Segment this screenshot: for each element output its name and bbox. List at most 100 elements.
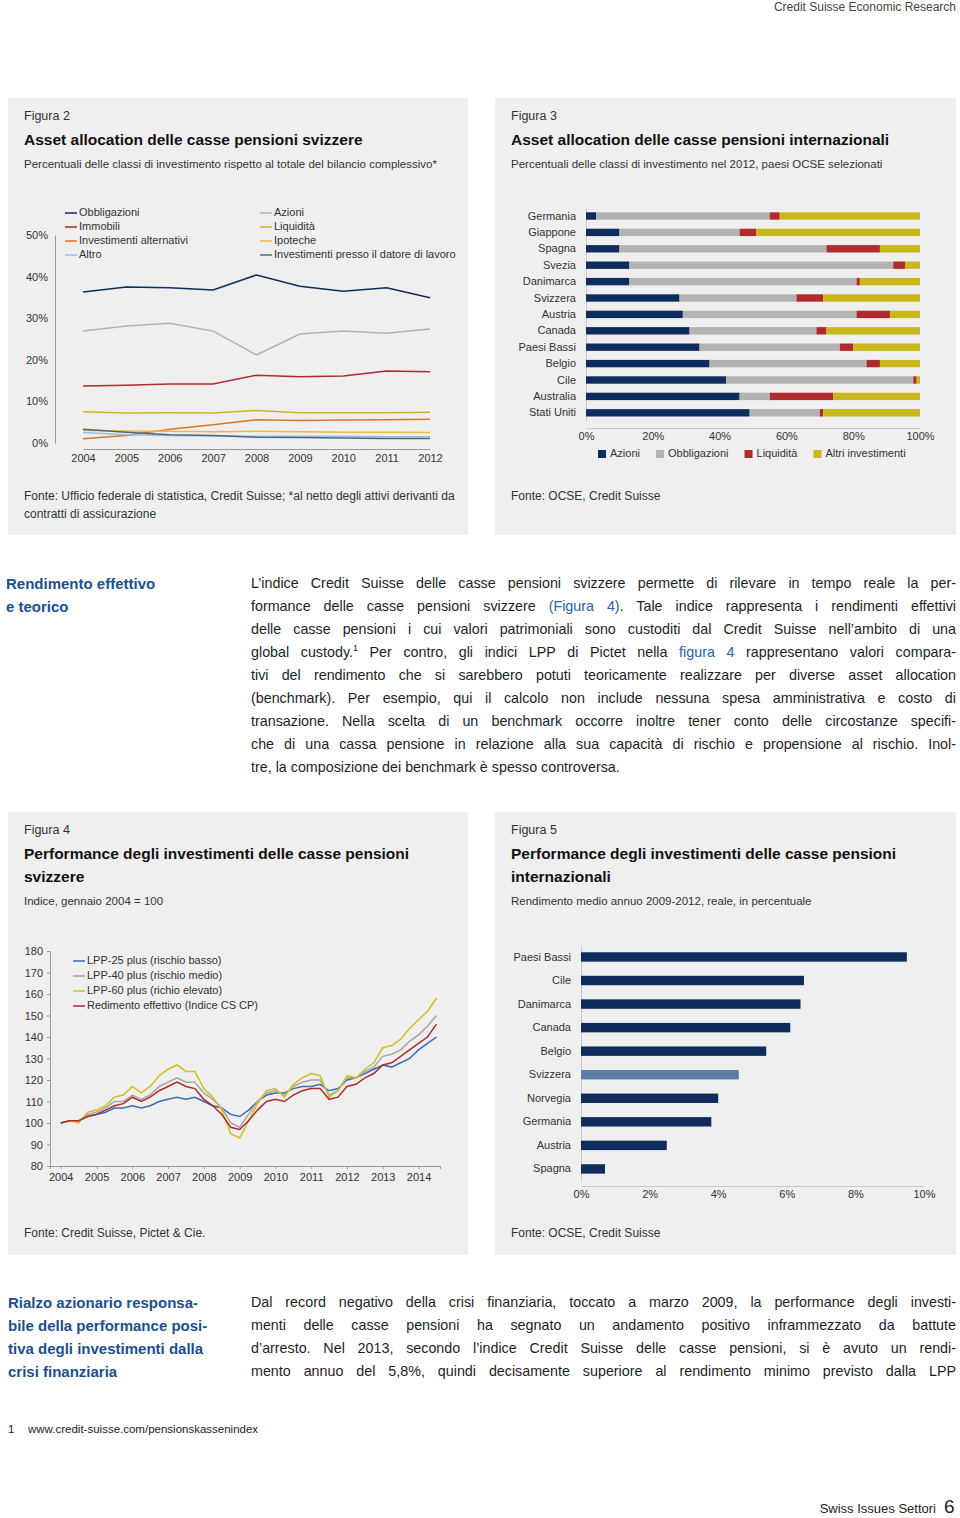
tick: Canada bbox=[537, 324, 586, 336]
tick: 2011 bbox=[375, 449, 399, 464]
tick-label: 2006 bbox=[158, 452, 182, 464]
figure-label: Figura 3 bbox=[511, 109, 557, 123]
figure-title: Asset allocation delle casse pensioni sv… bbox=[24, 131, 363, 148]
bar-segment bbox=[770, 393, 833, 400]
tick-label: 2004 bbox=[71, 452, 95, 464]
tick: 40% bbox=[709, 428, 731, 442]
tick: 50% bbox=[26, 229, 55, 241]
legend-swatch bbox=[260, 226, 272, 228]
tick: 80 bbox=[31, 1160, 50, 1172]
tick-label: Svizzera bbox=[529, 1068, 572, 1080]
series-line bbox=[83, 323, 430, 355]
bar-segment bbox=[683, 311, 857, 318]
legend: ObbligazioniImmobiliInvestimenti alterna… bbox=[65, 206, 456, 260]
bar-segment bbox=[586, 294, 680, 301]
legend-entry: Investimenti presso il datore di lavoro bbox=[274, 248, 456, 260]
footnote-marker: 1 bbox=[353, 643, 358, 653]
tick-label: Australia bbox=[533, 390, 577, 402]
bar-segment bbox=[680, 294, 797, 301]
legend-entry: Altro bbox=[79, 248, 102, 260]
tick: 100% bbox=[906, 428, 934, 442]
tick: 2012 bbox=[335, 1166, 359, 1183]
bar-segment bbox=[619, 229, 739, 236]
tick-label: 90 bbox=[31, 1139, 43, 1151]
tick-label: Spagna bbox=[533, 1162, 572, 1174]
tick-label: 80 bbox=[31, 1160, 43, 1172]
paragraph-line: transazione. Nella scelta di un benchmar… bbox=[251, 710, 956, 733]
tick-label: Norvegia bbox=[527, 1092, 572, 1104]
tick-mark bbox=[240, 1166, 241, 1169]
section-heading: bile della performance posi- bbox=[8, 1314, 207, 1337]
bar bbox=[581, 1046, 766, 1055]
tick: 130 bbox=[25, 1053, 50, 1065]
tick-label: Cile bbox=[557, 374, 576, 386]
tick-mark bbox=[47, 951, 50, 952]
paragraph-line: d’arresto. Nel 2013, secondo l’indice Cr… bbox=[251, 1337, 956, 1360]
tick-mark bbox=[132, 1166, 133, 1169]
series-line bbox=[83, 419, 430, 439]
tick: 2013 bbox=[371, 1166, 395, 1183]
legend-entry: Investimenti alternativi bbox=[79, 234, 188, 246]
bar-segment bbox=[857, 311, 890, 318]
bar-segment bbox=[629, 278, 856, 285]
tick: 20% bbox=[642, 428, 664, 442]
bar bbox=[581, 1141, 667, 1150]
tick: Spagna bbox=[533, 1162, 581, 1174]
figure-subtitle: Indice, gennaio 2004 = 100 bbox=[24, 895, 163, 907]
legend-swatch bbox=[260, 240, 272, 242]
paragraph-text: transazione. Nella scelta di un benchmar… bbox=[251, 713, 956, 729]
bar-segment bbox=[890, 311, 920, 318]
tick: 60% bbox=[776, 428, 798, 442]
bar-segment bbox=[860, 278, 920, 285]
figure-source: Fonte: OCSE, Credit Suisse bbox=[511, 489, 661, 503]
paragraph-text: formance delle casse pensioni svizzere bbox=[251, 598, 549, 614]
axis-line bbox=[51, 1167, 441, 1170]
figure-label: Figura 5 bbox=[511, 823, 557, 837]
tick: Norvegia bbox=[527, 1092, 581, 1104]
tick: Danimarca bbox=[523, 275, 586, 287]
tick-mark bbox=[383, 1166, 384, 1169]
legend-entry: Liquidità bbox=[274, 220, 316, 232]
tick: 40% bbox=[26, 271, 55, 283]
tick: 2012 bbox=[418, 449, 442, 464]
bar bbox=[581, 1023, 790, 1032]
y-axis: 8090100110120130140150160170180 bbox=[25, 945, 51, 1172]
tick-label: 150 bbox=[25, 1010, 43, 1022]
tick-label: 2007 bbox=[156, 1171, 180, 1183]
legend-entry: Obbligazioni bbox=[668, 447, 729, 459]
tick-mark bbox=[47, 1102, 50, 1103]
tick: 2010 bbox=[332, 449, 356, 464]
series-line bbox=[61, 1037, 437, 1123]
bar-segment bbox=[690, 327, 817, 334]
tick-mark bbox=[61, 1166, 62, 1169]
tick-label: 40% bbox=[709, 430, 731, 442]
legend-swatch bbox=[598, 450, 606, 458]
tick-label: Austria bbox=[542, 308, 577, 320]
paragraph-line: tre, la composizione dei benchmark è spe… bbox=[251, 756, 956, 779]
figure-title: Performance degli investimenti delle cas… bbox=[511, 845, 896, 862]
tick: 90 bbox=[31, 1139, 50, 1151]
y-axis: Paesi BassiCileDanimarcaCanadaBelgioSviz… bbox=[514, 946, 582, 1181]
tick: 100 bbox=[25, 1117, 50, 1129]
tick-label: 2004 bbox=[49, 1171, 73, 1183]
tick: 160 bbox=[25, 988, 50, 1000]
paragraph-line: che di una cassa pensione in relazione a… bbox=[251, 733, 956, 756]
paragraph-line: (benchmark). Per esempio, qui il calcolo… bbox=[251, 687, 956, 710]
tick: 2007 bbox=[201, 449, 225, 464]
paragraph-text: d’arresto. Nel 2013, secondo l’indice Cr… bbox=[251, 1340, 956, 1356]
figure-source: contratti di assicurazione bbox=[24, 507, 156, 521]
legend-swatch bbox=[260, 212, 272, 214]
paragraph-line: delle casse pensioni i cui valori patrim… bbox=[251, 618, 956, 641]
tick: 2008 bbox=[192, 1166, 216, 1183]
paragraph-line: Dal record negativo della crisi finanzia… bbox=[251, 1291, 956, 1314]
bar-chart: Paesi BassiCileDanimarcaCanadaBelgioSviz… bbox=[514, 946, 936, 1200]
bar-segment bbox=[586, 229, 619, 236]
tick: Germania bbox=[523, 1115, 581, 1127]
section-heading: tiva degli investimenti dalla bbox=[8, 1337, 203, 1360]
tick: 0% bbox=[32, 437, 55, 449]
bar-segment bbox=[905, 262, 920, 269]
tick-label: 2008 bbox=[245, 452, 269, 464]
tick-label: Germania bbox=[523, 1115, 572, 1127]
tick-label: 0% bbox=[579, 430, 595, 442]
tick-label: 6% bbox=[779, 1188, 795, 1200]
